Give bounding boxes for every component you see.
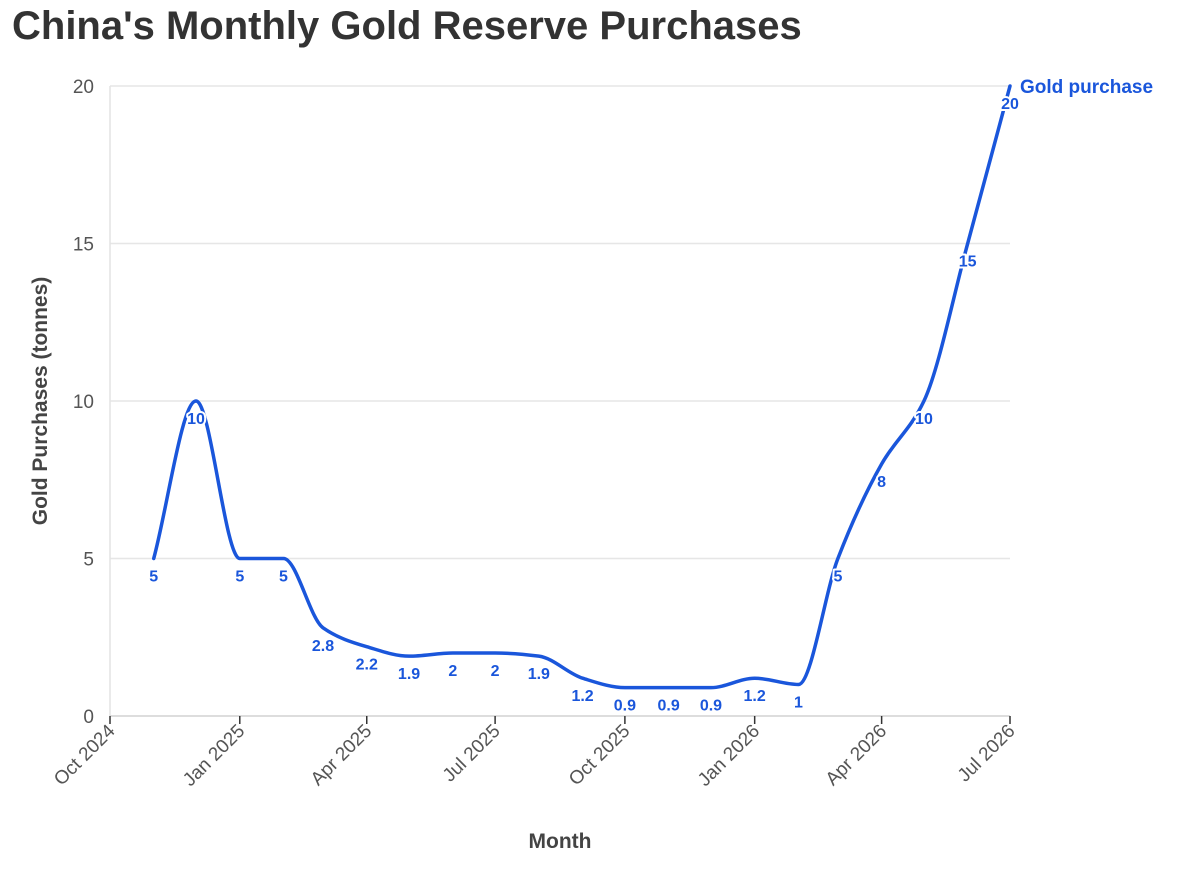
- data-label: 1.9: [398, 666, 420, 683]
- data-label: 5: [235, 569, 244, 586]
- x-tick-label: Oct 2024: [50, 720, 120, 790]
- data-label: 5: [149, 569, 158, 586]
- x-tick-label: Jul 2025: [439, 721, 505, 787]
- y-tick-label: 0: [83, 707, 94, 728]
- series-legend-label: Gold purchase: [1020, 77, 1153, 98]
- x-tick-label: Apr 2026: [822, 721, 891, 790]
- data-label: 0.9: [614, 698, 636, 715]
- axes: [109, 86, 1010, 717]
- y-tick-label: 10: [73, 392, 94, 413]
- gridlines: [110, 85, 1010, 560]
- x-tick-label: Jan 2025: [179, 721, 249, 791]
- data-label: 5: [279, 569, 288, 586]
- x-axis-ticks: Oct 2024 Jan 2025 Apr 2025 Jul 2025 Oct 2025…: [50, 716, 1020, 791]
- data-label: 20: [1001, 96, 1019, 113]
- x-tick-label: Jan 2026: [694, 721, 764, 791]
- data-label: 1.2: [744, 688, 766, 705]
- data-label: 10: [915, 411, 933, 428]
- chart-title: China's Monthly Gold Reserve Purchases: [12, 4, 802, 48]
- data-label: 1.2: [571, 688, 593, 705]
- x-axis-title: Month: [529, 830, 592, 853]
- y-tick-label: 5: [83, 550, 94, 571]
- data-label: 1: [794, 695, 803, 712]
- y-axis-ticks: 0 5 10 15 20: [73, 77, 94, 728]
- data-label: 1.9: [528, 666, 550, 683]
- data-label: 0.9: [700, 698, 722, 715]
- x-tick-label: Apr 2025: [307, 721, 376, 790]
- x-tick-label: Oct 2025: [565, 721, 634, 790]
- data-label: 0.9: [657, 698, 679, 715]
- series-line: [151, 84, 1012, 690]
- y-tick-label: 15: [73, 235, 94, 256]
- x-tick-label: Jul 2026: [954, 721, 1020, 787]
- data-label: 15: [959, 254, 977, 271]
- data-label: 5: [833, 569, 842, 586]
- y-axis-title: Gold Purchases (tonnes): [29, 277, 52, 526]
- data-label: 8: [877, 474, 886, 491]
- data-label: 2.8: [312, 638, 334, 655]
- data-label: 2: [448, 663, 457, 680]
- series-layer: [151, 84, 1012, 690]
- data-label: 2: [491, 663, 500, 680]
- data-label: 2.2: [356, 657, 378, 674]
- y-tick-label: 20: [73, 77, 94, 98]
- data-label: 10: [187, 411, 205, 428]
